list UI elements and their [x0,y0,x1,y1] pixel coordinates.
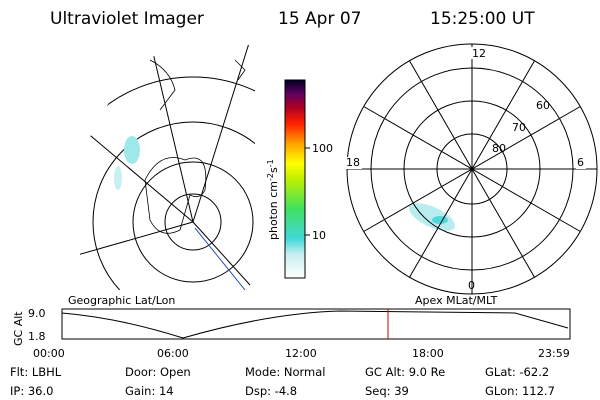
info-field: GC Alt: 9.0 Re [365,365,445,379]
colorbar-tick: 10 [312,229,326,242]
geo-map [80,45,255,290]
x-tick-label: 00:00 [33,347,65,360]
caption: Apex MLat/MLT [415,294,498,307]
mlt-label: 18 [346,156,360,169]
info-field: IP: 36.0 [10,384,53,398]
mlt-label: 0 [468,279,475,292]
colorbar-label: photon cm-2s-1 [266,159,280,240]
caption: Geographic Lat/Lon [68,294,175,307]
x-tick-label: 23:59 [538,347,570,360]
mlt-label: 6 [577,156,584,169]
lat-label: 60 [536,99,550,112]
info-field: GLat: -62.2 [485,365,549,379]
label-part: -2 [266,173,275,181]
time: 15:25:00 UT [430,9,535,29]
info-field: Door: Open [125,365,191,379]
x-tick-label: 18:00 [412,347,444,360]
lat-label: 70 [512,121,526,134]
date: 15 Apr 07 [278,9,361,29]
info-field: Dsp: -4.8 [245,384,297,398]
y-label: GC Alt [12,311,25,346]
lat-label: 80 [492,142,506,155]
mlt-label: 12 [472,47,486,60]
y-tick-label: 9.0 [28,307,46,320]
orbit-frame [61,308,571,340]
info-field: Flt: LBHL [10,365,62,379]
info-field: Gain: 14 [125,384,174,398]
colorbar-tick: 100 [312,142,333,155]
label-part: photon cm [267,181,280,240]
x-ticks: 00:00 06:00 12:00 18:00 23:59 [33,347,570,360]
polar-plot [346,43,598,295]
label-part: -1 [266,159,275,167]
info-field: GLon: 112.7 [485,384,555,398]
orbit-curve [61,310,569,339]
x-tick-label: 12:00 [285,347,317,360]
title: Ultraviolet Imager [50,9,204,29]
info: Flt: LBHL Door: Open Mode: Normal GC Alt: 9… [10,365,555,398]
label-part: s [267,167,280,173]
y-tick-label: 1.8 [28,330,46,343]
info-field: Mode: Normal [245,365,325,379]
info-field: Seq: 39 [365,384,409,398]
colorbar [284,79,306,279]
x-tick-label: 06:00 [157,347,189,360]
